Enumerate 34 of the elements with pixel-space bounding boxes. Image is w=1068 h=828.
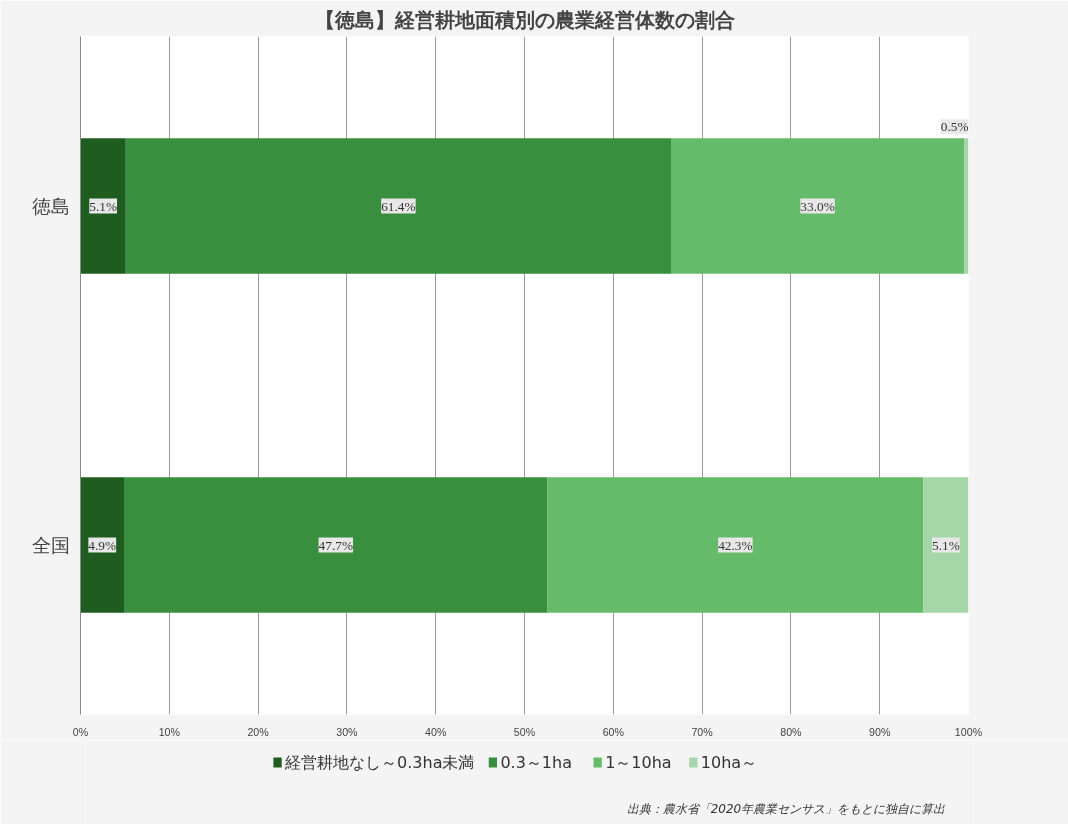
x-tick-label: 60% xyxy=(602,725,625,738)
x-tick-label: 50% xyxy=(513,725,536,738)
x-tick-label: 20% xyxy=(247,725,270,738)
x-tick-label: 40% xyxy=(425,725,447,738)
data-label: 4.9% xyxy=(88,537,117,553)
data-label: 0.5% xyxy=(940,119,969,135)
chart-title: 【徳島】経営耕地面積別の農業経営体数の割合 xyxy=(314,7,735,32)
bar xyxy=(80,477,125,613)
bar xyxy=(80,138,126,274)
data-label: 5.1% xyxy=(931,537,960,553)
bar xyxy=(125,138,672,274)
y-tick-label: 徳島 xyxy=(31,195,70,217)
data-label: 42.3% xyxy=(718,537,753,553)
bar xyxy=(923,477,969,613)
legend-label: 10ha～ xyxy=(700,753,758,772)
x-tick-label: 70% xyxy=(691,725,714,738)
x-tick-label: 30% xyxy=(336,725,359,738)
x-tick-label: 80% xyxy=(780,725,803,738)
legend-label: 1～10ha xyxy=(605,753,672,772)
x-tick-label: 100% xyxy=(954,725,983,738)
x-tick-label: 10% xyxy=(158,725,181,738)
bar xyxy=(964,138,969,274)
x-tick-label: 90% xyxy=(869,725,891,738)
y-tick-label: 全国 xyxy=(31,534,70,556)
data-label: 33.0% xyxy=(800,198,835,214)
source-note: 出典：農水省「2020年農業センサス」をもとに独自に算出 xyxy=(626,801,946,816)
data-label: 61.4% xyxy=(381,198,416,214)
bar xyxy=(124,477,548,613)
data-label: 5.1% xyxy=(89,198,118,214)
x-tick-label: 0% xyxy=(72,725,89,738)
legend-label: 経営耕地なし～0.3ha未満 xyxy=(284,753,475,772)
bar xyxy=(671,138,965,274)
legend-label: 0.3～1ha xyxy=(500,753,572,772)
bar xyxy=(547,477,924,613)
